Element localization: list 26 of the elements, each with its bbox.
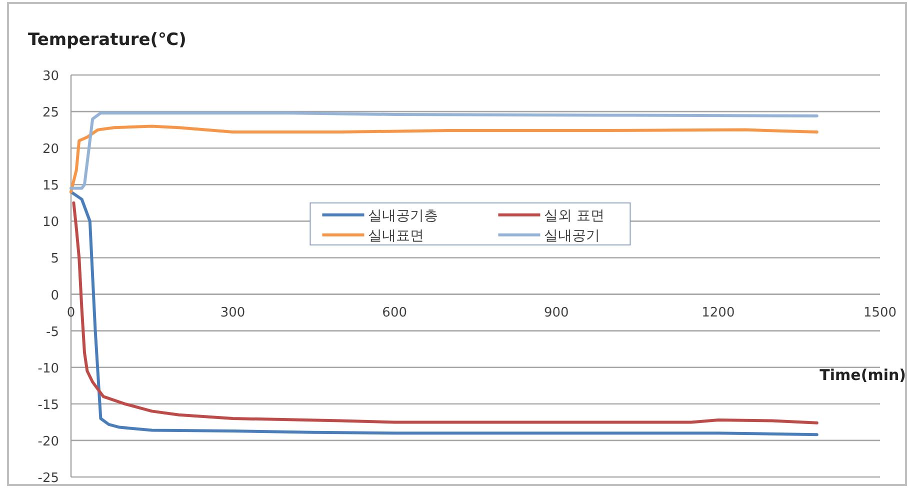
y-tick-label: 10	[42, 215, 59, 230]
y-tick-label: -25	[38, 471, 59, 486]
legend-label: 실내공기층	[368, 208, 438, 224]
line-series	[70, 112, 818, 190]
y-tick-label: 15	[42, 178, 59, 194]
y-tick-label: -5	[46, 324, 59, 340]
x-tick-label: 300	[220, 305, 246, 320]
y-axis-title: Temperature(℃)	[28, 30, 186, 50]
legend-label: 실외 표면	[544, 208, 605, 224]
y-tick-label: -15	[38, 398, 59, 413]
x-axis-title: Time(min)	[820, 366, 906, 384]
y-tick-label: 25	[42, 106, 59, 121]
x-tick-label: 1500	[863, 305, 897, 320]
y-tick-label: 20	[42, 142, 59, 158]
x-tick-label: 900	[544, 305, 569, 320]
y-tick-label: -10	[38, 361, 59, 376]
y-tick-label: 0	[50, 288, 59, 304]
x-tick-label: 0	[66, 305, 76, 320]
x-tick-label: 1200	[702, 305, 735, 320]
y-tick-label: -20	[38, 434, 59, 450]
x-tick-label: 600	[382, 305, 408, 320]
y-tick-label: 30	[42, 69, 59, 84]
legend-label: 실내공기	[544, 228, 600, 244]
legend-label: 실내표면	[368, 228, 424, 244]
line-series	[70, 124, 818, 194]
y-tick-label: 5	[50, 252, 59, 267]
